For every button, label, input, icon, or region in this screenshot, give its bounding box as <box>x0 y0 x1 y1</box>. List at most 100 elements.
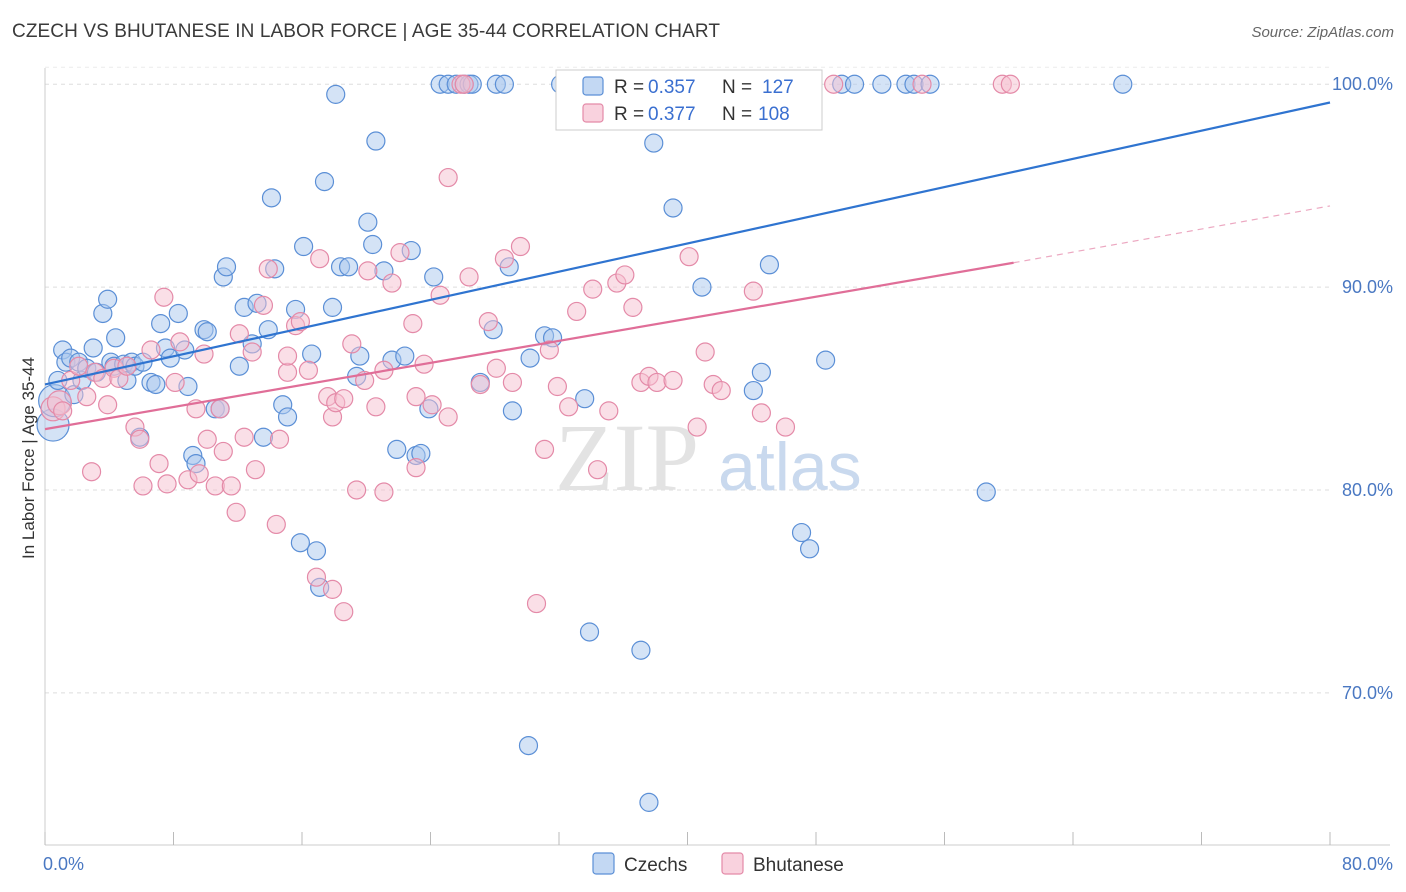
legend-bhutanese-n-label: N = <box>722 104 752 125</box>
czech-point <box>363 234 383 255</box>
czech-point <box>579 622 600 642</box>
bhutanese-point <box>390 243 410 263</box>
bhutanese-point <box>494 249 514 269</box>
correlation-legend: R = 0.357 N = 127 R = 0.377 N = 108 <box>555 69 823 131</box>
bhutanese-point <box>310 249 330 269</box>
czech-point <box>294 236 314 257</box>
czech-point <box>338 257 359 277</box>
bhutanese-point <box>438 407 458 427</box>
bhutanese-point <box>277 346 298 366</box>
bhutanese-trend-line <box>44 261 1014 431</box>
bhutanese-point <box>253 295 274 315</box>
y-axis-title: In Labor Force | Age 35-44 <box>19 357 38 559</box>
watermark: ZIP atlas <box>555 404 862 511</box>
czech-point <box>314 172 335 192</box>
czech-point <box>424 267 444 287</box>
bhutanese-point <box>154 287 174 307</box>
bhutanese-point <box>266 514 286 535</box>
bhutanese-point <box>133 476 153 496</box>
bhutanese-point <box>170 332 190 352</box>
bhutanese-point <box>165 372 185 393</box>
czech-point <box>366 131 386 151</box>
bhutanese-point <box>583 279 603 299</box>
bhutanese-point <box>322 579 343 599</box>
czech-point <box>799 539 820 559</box>
bhutanese-point <box>459 267 479 287</box>
bhutanese-point <box>334 389 354 409</box>
bhutanese-point <box>824 74 844 94</box>
source-label: Source: ZipAtlas.com <box>1251 24 1394 41</box>
bhutanese-point <box>374 482 394 502</box>
bhutanese-point <box>403 314 423 334</box>
czech-point <box>395 346 415 366</box>
series-legend-czech: Czechs <box>624 855 687 876</box>
y-tick-label: 80.0% <box>1342 480 1393 500</box>
bhutanese-point <box>157 474 177 494</box>
czech-point <box>358 212 378 232</box>
czech-point <box>494 74 514 94</box>
bhutanese-point <box>306 567 327 587</box>
czech-point <box>98 289 118 309</box>
bhutanese-point <box>587 460 608 480</box>
bhutanese-point <box>695 342 715 362</box>
bhutanese-point <box>679 247 699 267</box>
czech-point <box>277 407 298 427</box>
czech-point <box>290 533 310 553</box>
czech-point <box>253 427 274 447</box>
series-legend-swatch-bhutanese <box>721 852 744 875</box>
x-tick-label: 0.0% <box>43 854 84 874</box>
x-tick-labels: 0.0% 80.0% <box>43 854 1393 874</box>
bhutanese-point <box>1000 74 1020 94</box>
bhutanese-points <box>40 74 1020 622</box>
bhutanese-point <box>647 372 667 393</box>
czech-point <box>976 482 996 502</box>
bhutanese-point <box>775 417 796 437</box>
czech-point <box>743 380 763 401</box>
bhutanese-point <box>81 462 102 482</box>
bhutanese-point <box>534 439 555 459</box>
czech-point <box>106 328 126 348</box>
czech-point <box>197 322 217 342</box>
bhutanese-point <box>197 429 217 449</box>
bhutanese-point <box>454 74 474 94</box>
bhutanese-point <box>743 281 763 301</box>
czech-point <box>502 401 523 421</box>
series-legend-bhutanese: Bhutanese <box>753 855 844 876</box>
x-tick-label: 80.0% <box>1342 854 1393 874</box>
czech-point <box>872 74 892 94</box>
bhutanese-point <box>205 476 225 496</box>
bhutanese-point <box>130 429 150 449</box>
legend-czech-r-label: R = <box>614 77 644 98</box>
czech-point <box>261 188 282 208</box>
bhutanese-point <box>189 464 209 484</box>
czech-point <box>816 350 836 370</box>
bhutanese-point <box>687 417 707 437</box>
bhutanese-point <box>502 372 523 393</box>
legend-bhutanese-r-label: R = <box>614 104 644 125</box>
bhutanese-point <box>342 334 362 354</box>
bhutanese-point <box>406 387 426 407</box>
czech-point <box>229 356 249 376</box>
czech-point <box>306 541 327 561</box>
bhutanese-point <box>226 502 246 522</box>
bhutanese-point <box>298 360 319 380</box>
series-legend: Czechs Bhutanese <box>592 852 844 876</box>
bhutanese-point <box>711 380 731 401</box>
bhutanese-point <box>539 340 559 360</box>
bhutanese-point <box>358 261 378 281</box>
bhutanese-point <box>406 458 426 478</box>
trend-lines <box>44 101 1331 431</box>
czech-point <box>1113 74 1133 94</box>
bhutanese-point <box>438 167 458 188</box>
bhutanese-point <box>366 397 386 417</box>
bhutanese-point <box>751 403 771 423</box>
axes <box>44 68 1390 846</box>
bhutanese-point <box>221 476 241 496</box>
czech-point <box>216 257 237 277</box>
y-tick-label: 90.0% <box>1342 277 1393 297</box>
bhutanese-point <box>149 454 169 474</box>
czech-point <box>692 277 712 297</box>
bhutanese-point <box>547 376 567 397</box>
czech-point <box>387 439 407 459</box>
bhutanese-point <box>478 311 498 332</box>
